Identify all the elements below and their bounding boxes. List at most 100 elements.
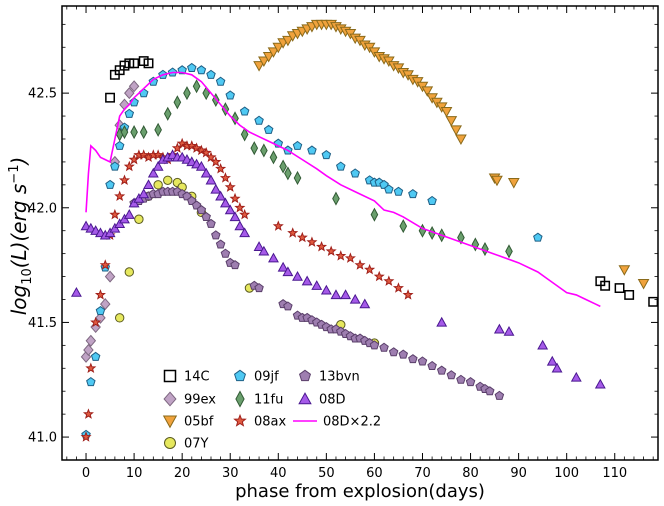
data-point (205, 151, 217, 163)
data-point (105, 92, 116, 103)
data-point (109, 208, 121, 220)
data-point (83, 343, 94, 356)
legend-marker-swatch (163, 391, 177, 407)
data-point (321, 150, 332, 160)
data-point (507, 178, 520, 189)
data-point (379, 342, 389, 352)
data-point (85, 362, 97, 373)
data-point (239, 227, 251, 238)
data-point (446, 370, 457, 380)
data-point (250, 141, 259, 156)
data-point (225, 90, 235, 100)
data-point (205, 174, 217, 185)
data-point (192, 79, 201, 94)
data-point (94, 289, 106, 300)
data-point (570, 371, 582, 382)
data-point (546, 355, 558, 366)
data-point (282, 35, 294, 47)
data-point (283, 301, 293, 311)
legend-label: 07Y (184, 437, 209, 452)
legend-marker-swatch (298, 369, 312, 382)
legend-entry: 13bvn (298, 369, 360, 385)
legend-entry: 11fu (235, 390, 283, 408)
data-point (349, 293, 361, 304)
data-point (455, 134, 467, 146)
x-axis-title: phase from explosion(days) (235, 481, 485, 502)
y-axis-title: log10(L)(erg s−1) (7, 157, 35, 316)
data-point (119, 60, 130, 71)
data-point (210, 183, 222, 194)
y-tick-label: 41.0 (28, 431, 57, 446)
data-point (457, 230, 465, 245)
data-point (263, 124, 274, 134)
plot-frame (61, 5, 659, 461)
data-point (134, 214, 144, 224)
data-point (82, 408, 94, 419)
data-point (129, 58, 140, 69)
legend-marker-swatch (164, 437, 176, 449)
data-point (637, 278, 650, 290)
data-point (118, 174, 130, 185)
legend-label: 08D×2.2 (323, 415, 381, 430)
legend-marker-swatch (233, 369, 247, 382)
legend-entry: 08ax (233, 413, 287, 430)
data-point (206, 69, 216, 79)
data-point (211, 230, 221, 240)
series-13bvn (129, 186, 505, 400)
data-point (109, 69, 120, 80)
data-point (230, 260, 240, 270)
data-point (215, 190, 227, 201)
data-point (272, 220, 284, 231)
data-point (90, 351, 101, 361)
data-point (359, 298, 371, 309)
data-point (537, 339, 549, 350)
data-point (163, 175, 173, 185)
data-point (215, 76, 226, 86)
data-point (123, 209, 135, 219)
data-point (408, 354, 418, 364)
data-point (503, 325, 515, 336)
data-point (114, 140, 125, 150)
data-point (465, 377, 476, 387)
data-point (215, 162, 227, 174)
data-point (269, 150, 278, 165)
legend: 14C 99ex 05bf 07Y 09jf 11fu 08ax 13bvn 08D 08D×2.… (162, 369, 381, 452)
data-point (176, 137, 188, 149)
data-point (200, 146, 212, 158)
x-tick-label: 90 (510, 466, 527, 481)
series-05bf (253, 19, 650, 290)
data-point (427, 195, 437, 205)
data-point (373, 270, 385, 282)
data-point (110, 161, 120, 171)
data-point (392, 282, 404, 293)
data-point (408, 189, 418, 199)
data-point (260, 143, 268, 158)
y-tick-label: 41.5 (28, 316, 57, 331)
data-point (147, 167, 159, 178)
data-point (253, 61, 265, 72)
data-point (163, 106, 172, 121)
axis-ticks: 0 10 20 30 40 50 60 70 80 90 100 110 41.0 41.5 42.0 42.… (28, 6, 658, 481)
legend-entry: 07Y (164, 437, 209, 452)
data-point (332, 191, 340, 206)
data-point (173, 95, 182, 110)
data-point (191, 142, 203, 153)
data-point (399, 219, 408, 234)
data-point (114, 190, 126, 202)
x-tick-label: 40 (270, 466, 287, 481)
data-point (316, 240, 328, 252)
x-tick-label: 30 (222, 466, 239, 481)
data-point (354, 259, 366, 270)
data-point (456, 374, 466, 384)
data-point (369, 340, 380, 350)
x-tick-label: 80 (462, 466, 479, 481)
data-point (272, 42, 285, 54)
x-tick-label: 100 (554, 466, 579, 481)
data-point (104, 270, 116, 283)
data-point (254, 115, 264, 125)
data-point (154, 122, 162, 137)
data-point (258, 245, 270, 256)
data-point (364, 263, 376, 275)
legend-marker-swatch (163, 369, 177, 383)
data-point (267, 47, 280, 58)
